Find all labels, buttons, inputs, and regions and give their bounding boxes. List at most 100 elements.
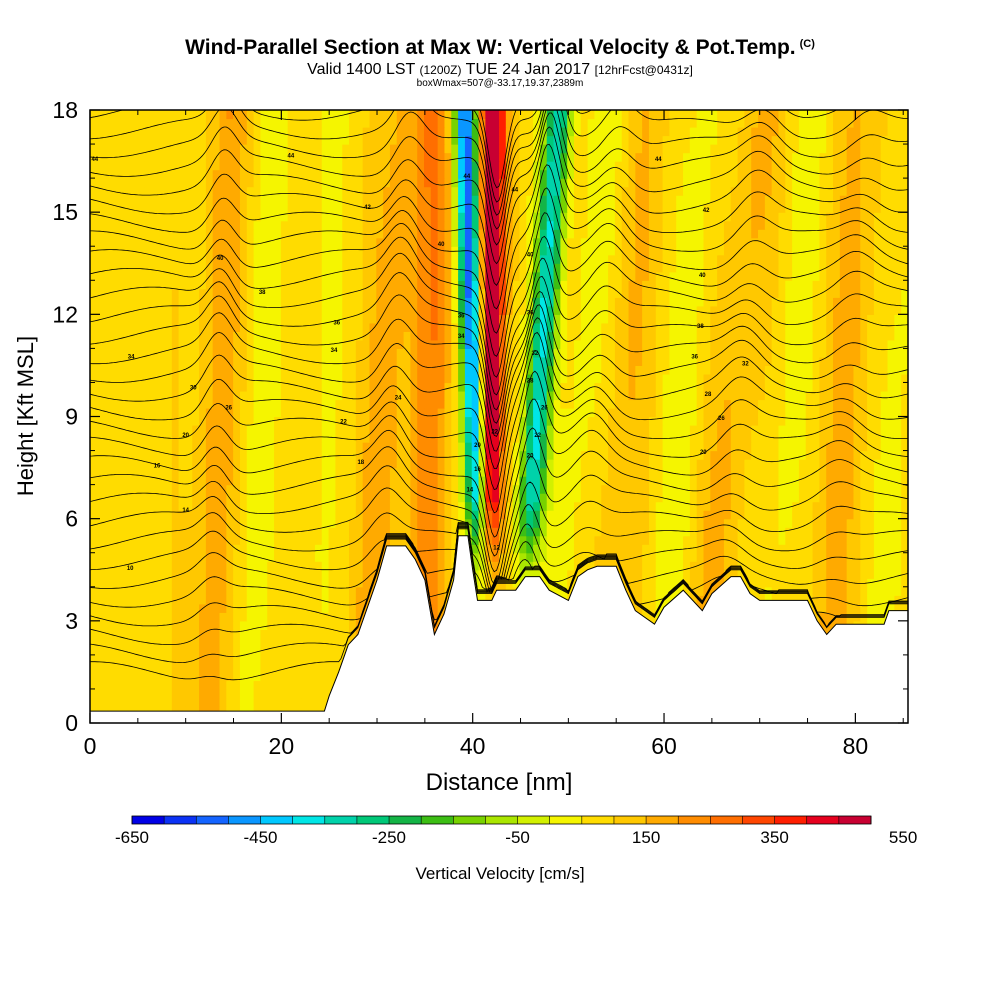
velocity-cell [103, 459, 112, 469]
velocity-cell [539, 561, 548, 571]
velocity-cell [219, 373, 227, 384]
velocity-cell [867, 595, 875, 605]
velocity-cell [887, 399, 895, 409]
velocity-cell [689, 569, 698, 579]
velocity-cell [846, 561, 855, 571]
velocity-cell [703, 578, 711, 588]
velocity-cell [546, 518, 555, 528]
velocity-cell [587, 373, 596, 384]
velocity-cell [110, 425, 118, 435]
velocity-cell [519, 569, 527, 579]
velocity-cell [478, 433, 486, 443]
velocity-cell [260, 365, 268, 375]
velocity-cell [826, 416, 834, 426]
velocity-cell [608, 373, 616, 384]
velocity-cell [846, 535, 855, 545]
velocity-cell [519, 552, 527, 562]
velocity-cell [314, 382, 323, 392]
velocity-cell [274, 390, 282, 401]
velocity-cell [130, 680, 139, 690]
velocity-cell [839, 586, 848, 596]
velocity-cell [853, 476, 861, 486]
velocity-cell [458, 467, 466, 477]
velocity-cell [260, 637, 268, 647]
velocity-cell [539, 510, 548, 520]
velocity-cell [137, 671, 146, 682]
velocity-cell [199, 476, 207, 486]
velocity-cell [151, 399, 159, 409]
velocity-cell [389, 484, 398, 494]
velocity-cell [260, 450, 268, 460]
velocity-cell [301, 450, 309, 460]
velocity-cell [485, 442, 493, 452]
velocity-cell [430, 416, 439, 426]
velocity-cell [233, 705, 241, 716]
velocity-cell [90, 595, 98, 605]
velocity-cell [478, 578, 486, 588]
velocity-cell [185, 373, 193, 384]
velocity-cell [328, 373, 336, 384]
velocity-cell [798, 510, 807, 520]
velocity-cell [239, 620, 248, 630]
velocity-cell [560, 527, 568, 537]
velocity-cell [96, 450, 105, 460]
velocity-cell [546, 476, 555, 486]
velocity-cell [471, 501, 480, 511]
velocity-cell [594, 501, 602, 511]
velocity-cell [894, 501, 902, 511]
velocity-cell [424, 527, 432, 537]
velocity-cell [683, 407, 691, 418]
velocity-cell [396, 416, 405, 426]
velocity-cell [328, 518, 336, 528]
velocity-cell [526, 433, 534, 443]
velocity-cell [696, 586, 705, 596]
velocity-cell [567, 416, 575, 426]
velocity-cell [533, 476, 541, 486]
velocity-cell [246, 620, 255, 630]
velocity-cell [226, 476, 234, 486]
velocity-cell [880, 407, 889, 418]
velocity-cell [894, 544, 902, 554]
velocity-cell [853, 501, 861, 511]
velocity-cell [349, 390, 357, 401]
velocity-cell [512, 510, 521, 520]
velocity-cell [451, 416, 459, 426]
velocity-cell [792, 527, 800, 537]
velocity-cell [164, 663, 173, 673]
velocity-cell [280, 637, 289, 647]
velocity-cell [212, 646, 221, 656]
velocity-cell [887, 569, 895, 579]
velocity-cell [846, 416, 855, 426]
velocity-cell [239, 561, 248, 571]
velocity-cell [826, 493, 834, 503]
velocity-cell [342, 561, 350, 571]
velocity-cell [342, 484, 350, 494]
velocity-cell [901, 544, 908, 554]
velocity-cell [614, 518, 623, 528]
velocity-cell [178, 407, 187, 418]
velocity-cell [621, 459, 630, 469]
velocity-cell [614, 399, 623, 409]
velocity-cell [158, 603, 166, 613]
velocity-cell [771, 407, 780, 418]
velocity-cell [212, 382, 221, 392]
velocity-cell [389, 501, 398, 511]
velocity-cell [642, 459, 650, 469]
velocity-cell [635, 510, 643, 520]
velocity-cell [192, 399, 200, 409]
velocity-cell [267, 510, 275, 520]
velocity-cell [396, 390, 405, 401]
velocity-cell [737, 407, 745, 418]
velocity-cell [226, 637, 234, 647]
velocity-cell [219, 663, 227, 673]
velocity-cell [867, 467, 875, 477]
velocity-cell [901, 578, 908, 588]
velocity-cell [335, 612, 343, 622]
velocity-cell [689, 407, 698, 418]
velocity-cell [308, 433, 316, 443]
velocity-cell [805, 476, 814, 486]
velocity-cell [553, 484, 561, 494]
velocity-cell [846, 425, 855, 435]
velocity-cell [683, 433, 691, 443]
velocity-cell [764, 493, 773, 503]
